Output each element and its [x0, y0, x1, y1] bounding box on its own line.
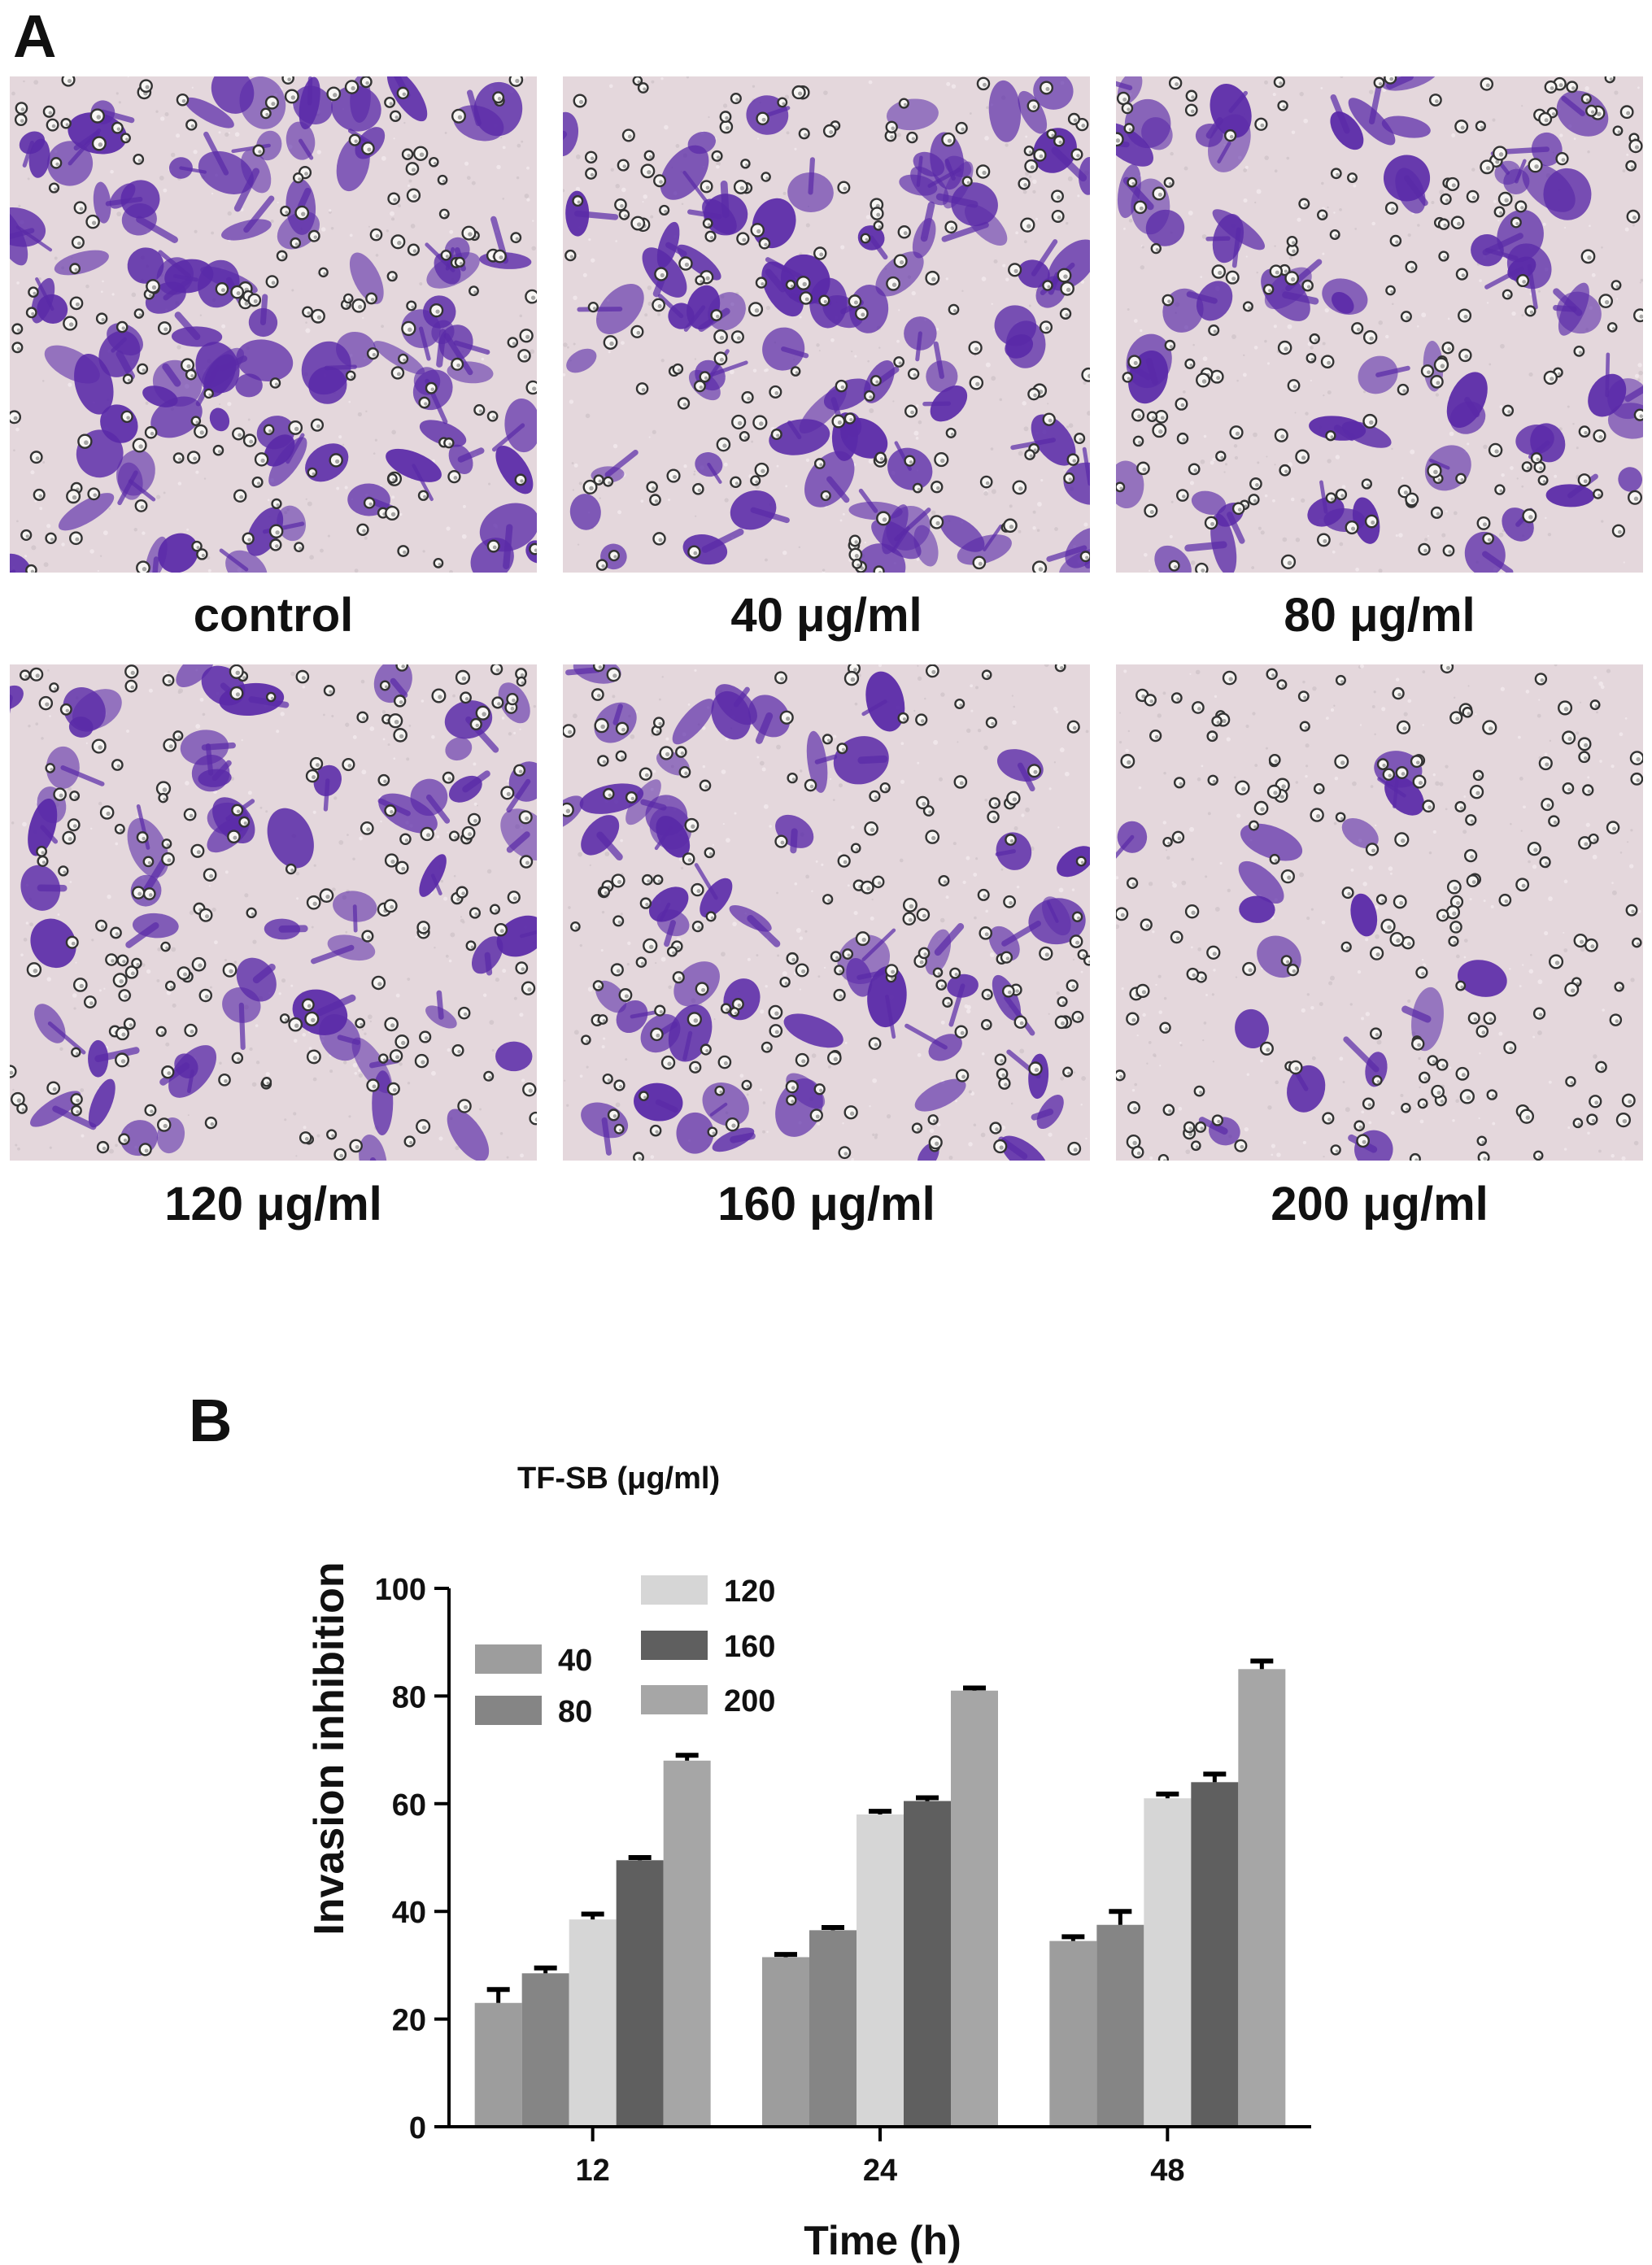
micrograph-200 [1116, 664, 1643, 1161]
bar-40-at-12 [474, 2002, 522, 2127]
invasion-bar-chart: 0 20 40 60 80 100 12 24 48 40 80 120 160 200 Invasio… [306, 1461, 1311, 2263]
x-tick-label-24: 24 [863, 2154, 897, 2188]
y-tick-label: 0 [409, 2111, 426, 2145]
bar-80-at-24 [809, 1930, 857, 2127]
bar-120-at-24 [857, 1814, 904, 2127]
legend-label-120: 120 [724, 1575, 775, 1609]
bar-160-at-48 [1191, 1782, 1239, 2127]
y-tick-label: 40 [392, 1896, 426, 1930]
y-tick-label: 60 [392, 1788, 426, 1823]
x-tick-label-48: 48 [1150, 2154, 1184, 2188]
membrane-pores [564, 76, 1090, 573]
x-tick-label-12: 12 [576, 2154, 610, 2188]
caption-control: control [193, 589, 354, 642]
legend-label-160: 160 [724, 1630, 775, 1664]
y-tick-label: 100 [375, 1573, 426, 1607]
legend-swatch-120 [641, 1575, 708, 1605]
axes-layer: 0 20 40 60 80 100 12 24 48 [375, 1573, 1311, 2188]
legend-label-80: 80 [558, 1695, 592, 1729]
caption-80: 80 μg/ml [1284, 589, 1475, 642]
legend-layer: 40 80 120 160 200 [475, 1575, 775, 1729]
bar-40-at-24 [762, 1957, 809, 2127]
micrograph-160 [563, 664, 1090, 1161]
legend-label-40: 40 [558, 1644, 592, 1678]
legend-swatch-160 [641, 1631, 708, 1660]
y-tick-label: 80 [392, 1680, 426, 1714]
caption-120: 120 μg/ml [164, 1178, 382, 1231]
bars-layer [474, 1658, 1286, 2127]
x-axis-title: Time (h) [804, 2218, 961, 2263]
bar-200-at-48 [1238, 1669, 1286, 2127]
micrograph-80 [1116, 76, 1643, 573]
bar-160-at-12 [616, 1860, 664, 2127]
membrane-pores [1116, 76, 1643, 573]
bar-120-at-12 [569, 1919, 617, 2127]
caption-40: 40 μg/ml [730, 589, 922, 642]
bar-80-at-12 [521, 1973, 569, 2127]
caption-200: 200 μg/ml [1271, 1178, 1489, 1231]
bar-80-at-48 [1096, 1924, 1144, 2127]
membrane-pores [10, 76, 537, 573]
micrograph-control [10, 76, 537, 573]
caption-160: 160 μg/ml [717, 1178, 935, 1231]
membrane-pores [1116, 664, 1643, 1161]
legend-swatch-80 [475, 1696, 542, 1725]
bar-120-at-48 [1144, 1798, 1192, 2127]
bar-200-at-24 [951, 1690, 998, 2127]
micrograph-120 [10, 664, 537, 1161]
y-tick-label: 20 [392, 2004, 426, 2038]
bar-160-at-24 [904, 1801, 951, 2127]
bar-200-at-12 [663, 1760, 711, 2127]
legend-swatch-40 [475, 1644, 542, 1674]
panel-b-letter: B [189, 1387, 233, 1454]
panel-a-letter: A [13, 2, 57, 70]
bar-40-at-48 [1049, 1940, 1097, 2127]
stained-cells [10, 76, 537, 573]
micrograph-40 [563, 76, 1090, 573]
stained-cells [563, 76, 1090, 573]
legend-swatch-200 [641, 1685, 708, 1714]
membrane-texture [1118, 76, 1643, 573]
membrane-pores [10, 664, 537, 1161]
y-axis-title: Invasion inhibition [306, 1562, 353, 1935]
membrane-pores [563, 664, 1090, 1161]
legend-label-200: 200 [724, 1684, 775, 1718]
stained-cells [563, 664, 1090, 1161]
membrane-texture [563, 664, 1090, 1161]
legend-title: TF-SB (μg/ml) [517, 1461, 720, 1496]
